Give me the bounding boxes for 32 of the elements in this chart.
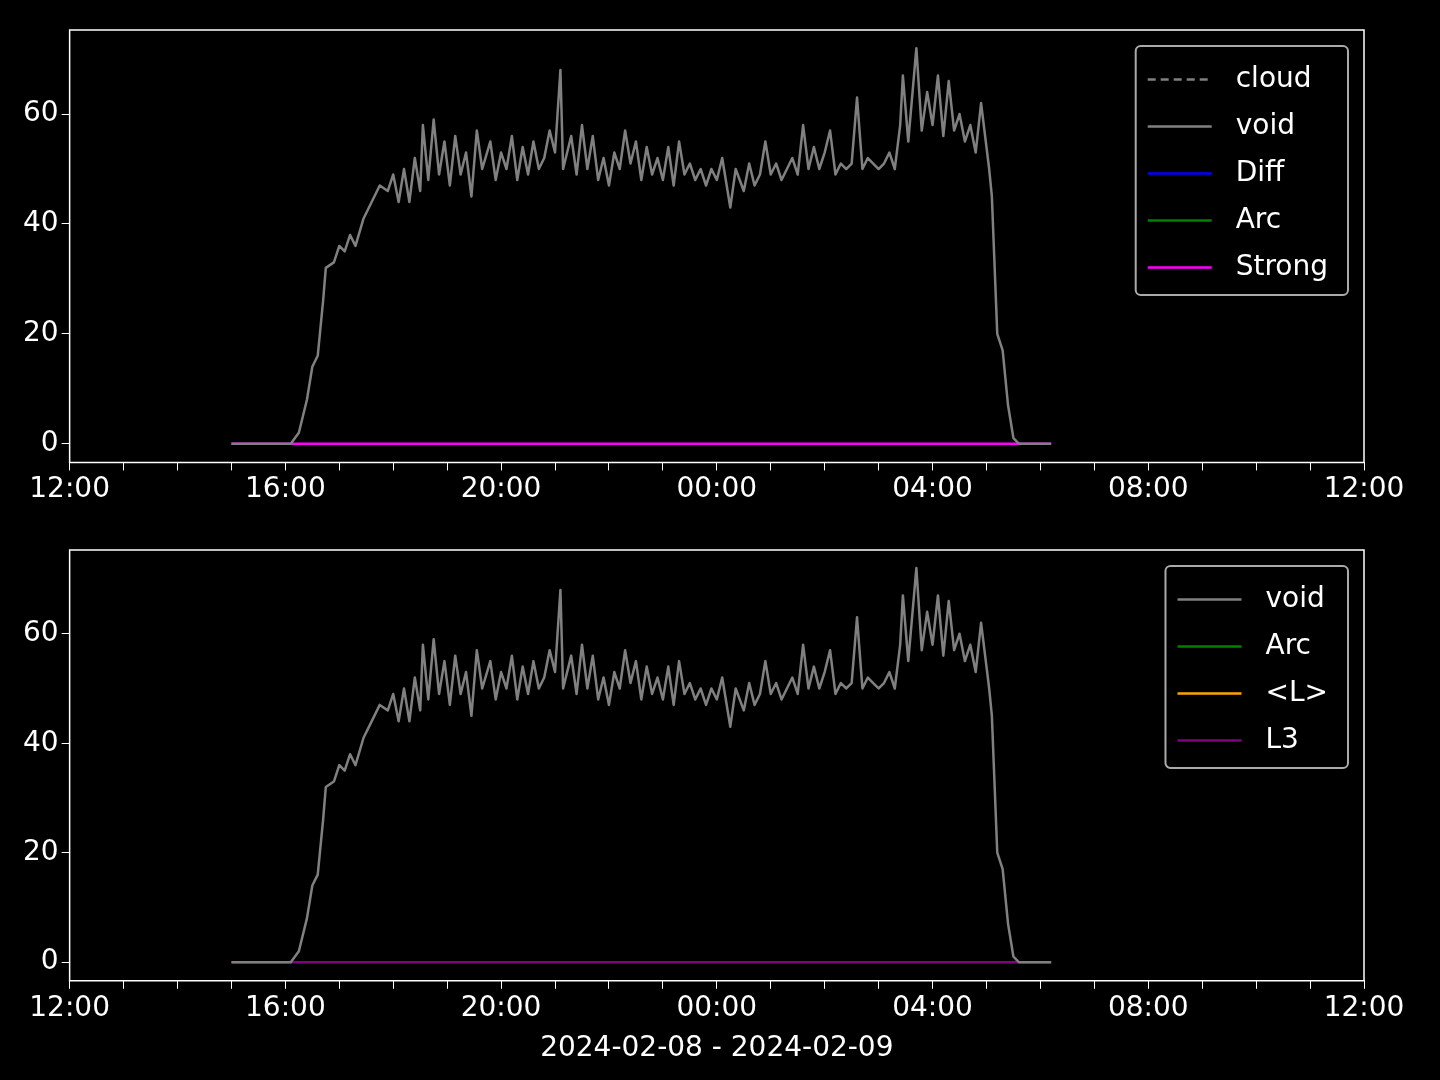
x-tick-label: 16:00 (245, 471, 326, 505)
x-tick-label: 20:00 (460, 471, 542, 505)
legend-label: L3 (1265, 721, 1299, 755)
x-tick-label: 12:00 (1323, 471, 1405, 505)
x-tick-label: 16:00 (245, 989, 326, 1023)
legend-label: cloud (1235, 60, 1312, 94)
x-axis-title: 2024-02-08 - 2024-02-09 (540, 1030, 894, 1064)
legend-label: <L> (1265, 674, 1329, 708)
y-tick-label: 40 (22, 205, 59, 239)
x-tick-label: 00:00 (676, 471, 758, 505)
y-tick-label: 20 (22, 315, 59, 349)
legend-label: Arc (1265, 627, 1311, 661)
x-tick-label: 08:00 (1107, 989, 1189, 1023)
x-tick-label: 00:00 (676, 989, 758, 1023)
x-tick-label: 12:00 (29, 471, 110, 505)
legend-label: void (1235, 107, 1295, 141)
x-tick-label: 04:00 (892, 989, 973, 1023)
legend-label: void (1265, 580, 1325, 614)
legend-label: Strong (1235, 248, 1329, 282)
y-tick-label: 60 (22, 615, 59, 649)
x-tick-label: 12:00 (1323, 989, 1405, 1023)
legend-label: Arc (1235, 201, 1282, 235)
x-tick-label: 20:00 (460, 989, 542, 1023)
x-tick-label: 04:00 (892, 471, 973, 505)
x-tick-label: 12:00 (29, 989, 110, 1023)
legend-label: Diff (1235, 154, 1286, 188)
x-tick-label: 08:00 (1107, 471, 1189, 505)
y-tick-label: 40 (22, 724, 59, 758)
y-tick-label: 0 (40, 425, 59, 458)
y-tick-label: 20 (22, 833, 59, 867)
y-tick-label: 60 (22, 95, 59, 129)
y-tick-label: 0 (40, 943, 59, 977)
